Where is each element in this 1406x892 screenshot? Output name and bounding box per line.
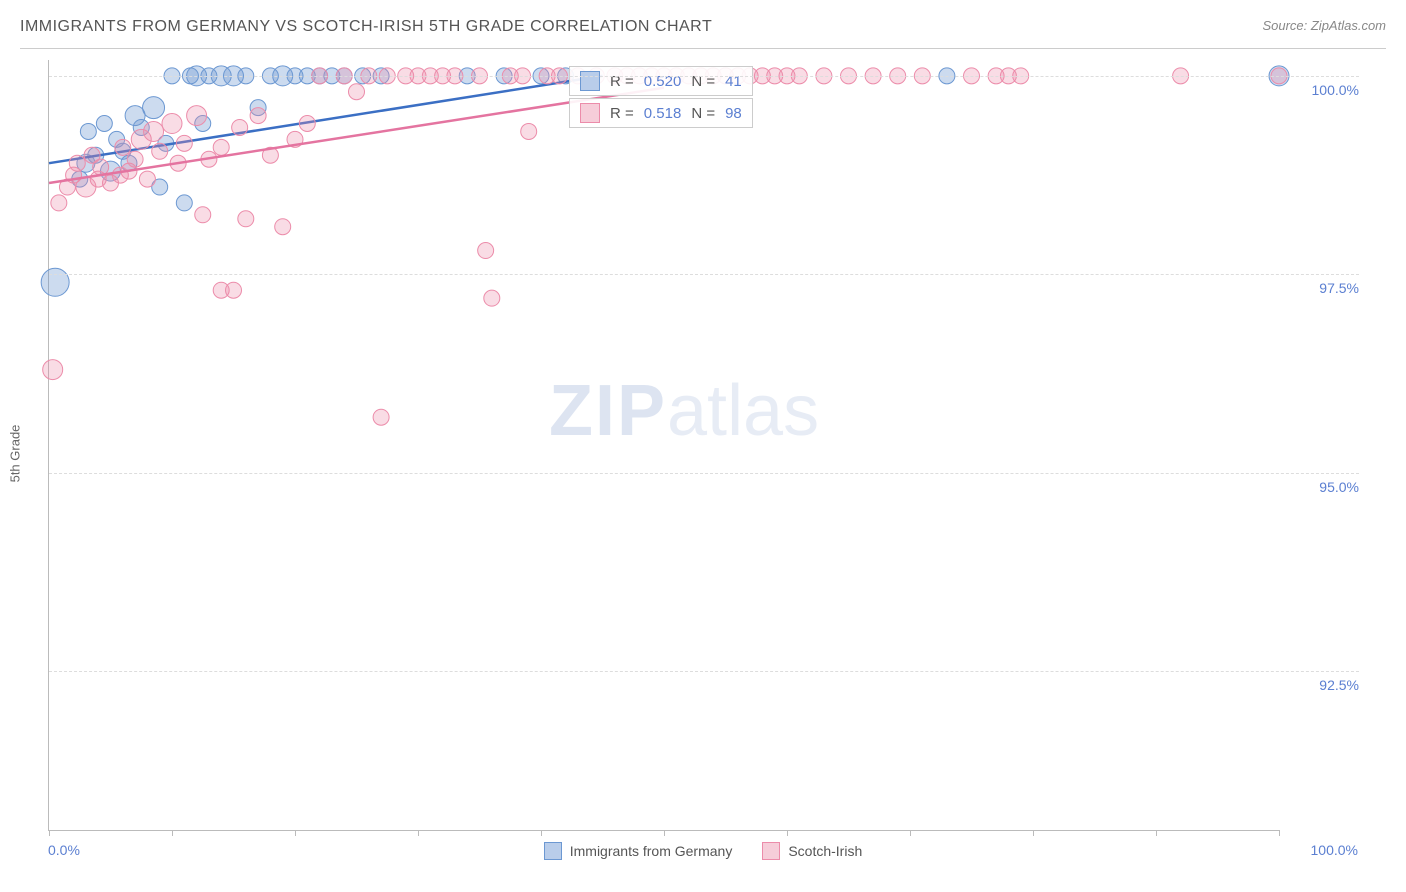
x-tick [1156,830,1157,836]
data-point [275,219,291,235]
x-tick [787,830,788,836]
data-point [484,290,500,306]
data-point [152,143,168,159]
gridline [49,274,1359,275]
data-point [195,207,211,223]
gridline [49,671,1359,672]
chart-title: IMMIGRANTS FROM GERMANY VS SCOTCH-IRISH … [20,18,712,36]
gridline [49,76,1359,77]
y-tick-label: 97.5% [1289,280,1359,296]
data-point [51,195,67,211]
data-point [144,121,164,141]
data-point [41,268,69,296]
legend-item-0: Immigrants from Germany [544,842,733,860]
x-tick [295,830,296,836]
data-point [238,211,254,227]
x-tick [910,830,911,836]
data-point [250,108,266,124]
source-label: Source: ZipAtlas.com [1262,18,1386,33]
legend-swatch-0 [544,842,562,860]
data-point [127,151,143,167]
data-point [80,123,96,139]
data-point [162,114,182,134]
stat-r-value-1: 0.518 [644,105,682,122]
data-point [521,123,537,139]
y-tick-label: 95.0% [1289,479,1359,495]
y-tick-label: 92.5% [1289,677,1359,693]
data-point [96,116,112,132]
stat-r-label-1: R = [610,105,634,122]
chart-svg [49,60,1279,830]
title-bar: IMMIGRANTS FROM GERMANY VS SCOTCH-IRISH … [20,18,1386,49]
x-tick [1033,830,1034,836]
x-tick [418,830,419,836]
stat-box-series-1: R = 0.518 N = 98 [569,98,753,128]
y-tick-label: 100.0% [1289,82,1359,98]
x-tick [1279,830,1280,836]
x-tick [541,830,542,836]
data-point [349,84,365,100]
y-axis-label: 5th Grade [8,425,23,483]
data-point [373,409,389,425]
x-tick [664,830,665,836]
data-point [478,243,494,259]
stat-swatch-1 [580,103,600,123]
legend-item-1: Scotch-Irish [762,842,862,860]
stat-box-series-0: R = 0.520 N = 41 [569,66,753,96]
data-point [226,282,242,298]
data-point [43,360,63,380]
data-point [143,97,165,119]
data-point [299,116,315,132]
data-point [176,135,192,151]
gridline [49,473,1359,474]
x-tick [49,830,50,836]
data-point [69,155,85,171]
legend-label-1: Scotch-Irish [788,843,862,859]
stat-n-value-1: 98 [725,105,742,122]
data-point [176,195,192,211]
x-tick [172,830,173,836]
data-point [93,159,109,175]
stat-n-label-1: N = [691,105,715,122]
stat-swatch-0 [580,71,600,91]
data-point [139,171,155,187]
data-point [187,106,207,126]
data-point [115,139,131,155]
data-point [232,119,248,135]
data-point [213,139,229,155]
legend-label-0: Immigrants from Germany [570,843,733,859]
bottom-legend: Immigrants from Germany Scotch-Irish [0,842,1406,860]
legend-swatch-1 [762,842,780,860]
plot-area: ZIPatlas R = 0.520 N = 41 R = 0.518 N = … [48,60,1279,831]
